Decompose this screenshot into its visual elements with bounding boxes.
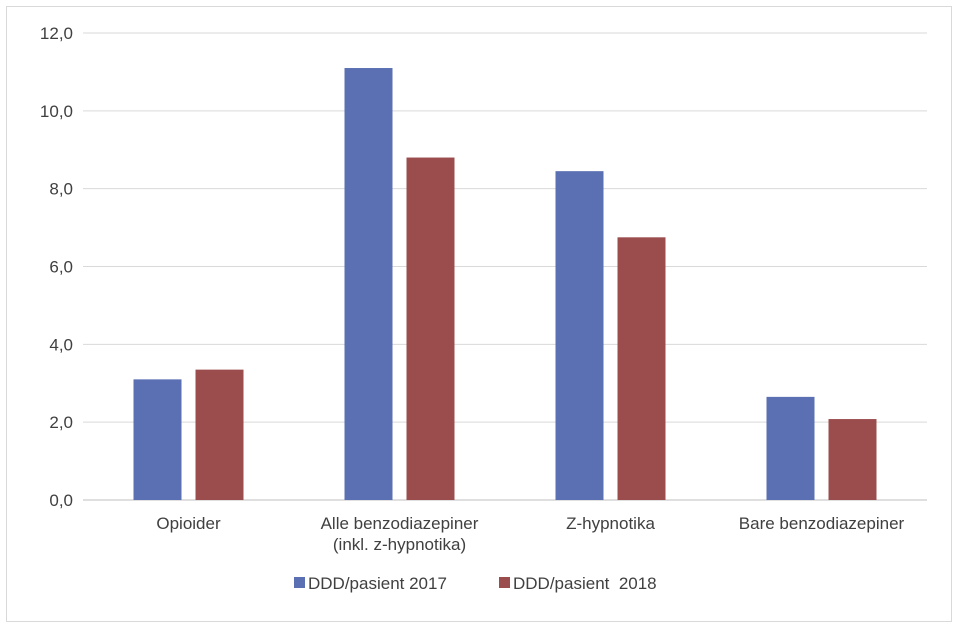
y-tick-label: 4,0	[49, 335, 73, 354]
y-tick-label: 6,0	[49, 258, 73, 277]
bar-series-2-cat-3	[617, 237, 666, 500]
legend: DDD/pasient 2017 DDD/pasient 2018	[294, 574, 657, 593]
y-tick-label: 2,0	[49, 413, 73, 432]
bars	[133, 68, 877, 501]
legend-label: DDD/pasient 2018	[513, 574, 657, 593]
bar-series-1-cat-3	[555, 171, 604, 500]
x-axis-categories: Opioider Alle benzodiazepiner (inkl. z-hyp…	[156, 514, 904, 554]
bar-series-1-cat-4	[766, 396, 815, 500]
legend-label: DDD/pasient 2017	[308, 574, 447, 593]
y-tick-label: 8,0	[49, 180, 73, 199]
x-category-label: Bare benzodiazepiner	[739, 514, 905, 533]
bar-series-1-cat-1	[133, 379, 182, 500]
y-tick-label: 12,0	[40, 24, 73, 43]
x-category-label: (inkl. z-hypnotika)	[333, 535, 466, 554]
y-tick-label: 10,0	[40, 102, 73, 121]
x-category-label: Alle benzodiazepiner	[321, 514, 479, 533]
bar-series-2-cat-4	[828, 419, 877, 500]
bar-series-1-cat-2	[344, 68, 393, 501]
bar-chart: 0,0 2,0 4,0 6,0 8,0 10,0 12,0 Opioider Alle ben…	[40, 24, 927, 593]
x-category-label: Opioider	[156, 514, 221, 533]
x-category-label: Z-hypnotika	[566, 514, 655, 533]
bar-series-2-cat-1	[195, 369, 244, 500]
legend-swatch	[294, 577, 305, 588]
legend-swatch	[499, 577, 510, 588]
chart-frame: 0,0 2,0 4,0 6,0 8,0 10,0 12,0 Opioider Alle ben…	[6, 6, 952, 622]
y-axis-ticks: 0,0 2,0 4,0 6,0 8,0 10,0 12,0	[40, 24, 73, 510]
bar-series-2-cat-2	[406, 157, 455, 501]
y-tick-label: 0,0	[49, 491, 73, 510]
